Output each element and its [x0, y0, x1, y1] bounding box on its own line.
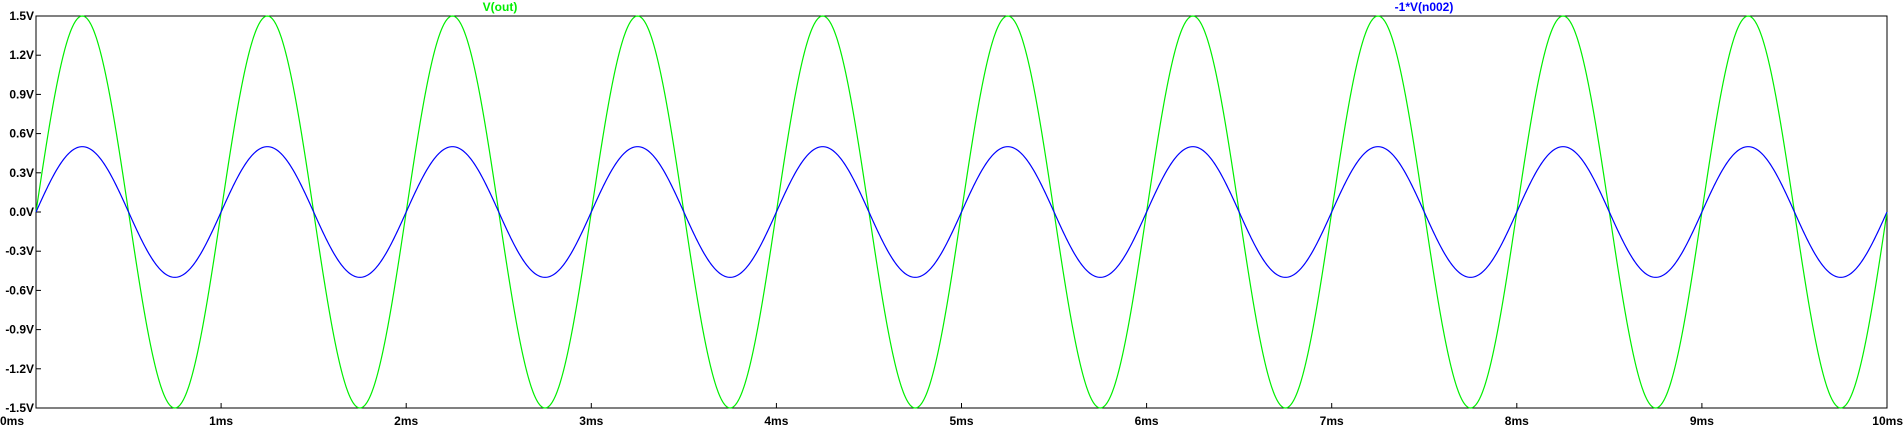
- y-tick-label: 0.3V: [9, 166, 34, 180]
- y-tick-label: -0.6V: [5, 283, 34, 297]
- x-tick-label: 4ms: [764, 414, 788, 428]
- y-tick-label: 1.2V: [9, 48, 34, 62]
- x-tick-label: 8ms: [1505, 414, 1529, 428]
- y-tick-label: 0.6V: [9, 127, 34, 141]
- y-tick-label: -0.9V: [5, 323, 34, 337]
- x-tick-label: 7ms: [1320, 414, 1344, 428]
- series-traces: [35, 15, 1888, 409]
- x-tick-label: 6ms: [1135, 414, 1159, 428]
- legend-label-v-out[interactable]: V(out): [483, 0, 518, 14]
- x-tick-label: 2ms: [394, 414, 418, 428]
- series-line-1: [35, 146, 1888, 278]
- y-tick-label: 0.0V: [9, 205, 34, 219]
- y-tick-label: -1.2V: [5, 362, 34, 376]
- x-tick-label: 10ms: [1872, 414, 1903, 428]
- legend-label-v-n002[interactable]: -1*V(n002): [1395, 0, 1454, 14]
- x-tick-label: 3ms: [579, 414, 603, 428]
- x-tick-label: 1ms: [209, 414, 233, 428]
- y-tick-label: -1.5V: [5, 401, 34, 415]
- x-tick-label: 0ms: [0, 414, 24, 428]
- y-tick-label: -0.3V: [5, 244, 34, 258]
- x-tick-label: 5ms: [949, 414, 973, 428]
- x-axis: 0ms 1ms 2ms 3ms 4ms 5ms 6ms 7ms 8ms 9ms 10ms: [0, 403, 1903, 428]
- y-axis: 1.5V 1.2V 0.9V 0.6V 0.3V 0.0V -0.3V -0.6V -0.9V -…: [5, 9, 41, 415]
- x-tick-label: 9ms: [1690, 414, 1714, 428]
- y-tick-label: 1.5V: [9, 9, 34, 23]
- y-tick-label: 0.9V: [9, 87, 34, 101]
